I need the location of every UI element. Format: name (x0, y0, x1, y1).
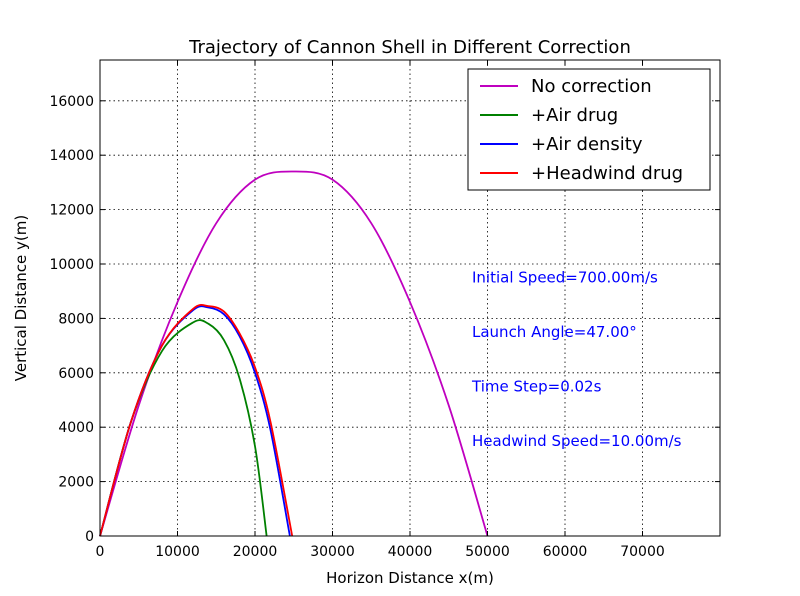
legend-label: +Air density (531, 134, 643, 155)
annotations: Initial Speed=700.00m/s Launch Angle=47.0… (471, 269, 682, 450)
y-tick-label: 14000 (49, 148, 94, 164)
series-lines (99, 170, 489, 537)
y-tick-label: 10000 (49, 257, 94, 273)
y-tick-label: 0 (85, 529, 94, 545)
x-axis-label: Horizon Distance x(m) (326, 569, 494, 587)
x-tick-label: 50000 (465, 544, 510, 560)
legend-box (467, 68, 711, 191)
annotation-text: Time Step=0.02s (471, 377, 602, 395)
x-tick-label: 20000 (233, 544, 278, 560)
y-tick-label: 16000 (49, 94, 94, 110)
legend-label: +Headwind drug (531, 163, 683, 184)
x-tick-label: 30000 (310, 544, 355, 560)
y-tick-label: 12000 (49, 203, 94, 219)
x-tick-label: 10000 (155, 544, 200, 560)
legend-label: No correction (531, 76, 652, 97)
chart-title: Trajectory of Cannon Shell in Different … (188, 37, 631, 58)
annotation-text: Headwind Speed=10.00m/s (472, 432, 682, 450)
y-tick-label: 8000 (58, 311, 94, 327)
axis-ticks: 0 10000 20000 30000 40000 50000 60000 70000 0 200… (49, 60, 720, 560)
y-tick-label: 6000 (58, 366, 94, 382)
annotation-text: Initial Speed=700.00m/s (472, 269, 658, 287)
y-tick-label: 4000 (58, 420, 94, 436)
x-tick-label: 0 (96, 544, 105, 560)
legend-label: +Air drug (531, 105, 618, 126)
annotation-text: Launch Angle=47.00° (472, 323, 637, 341)
x-tick-label: 70000 (620, 544, 665, 560)
series-line (99, 303, 294, 537)
x-tick-label: 40000 (388, 544, 433, 560)
grid-lines (100, 60, 720, 536)
y-tick-label: 2000 (58, 475, 94, 491)
legend: No correction +Air drug +Air density +Headw… (467, 68, 711, 191)
y-axis-label: Vertical Distance y(m) (12, 215, 30, 381)
x-tick-label: 60000 (543, 544, 588, 560)
